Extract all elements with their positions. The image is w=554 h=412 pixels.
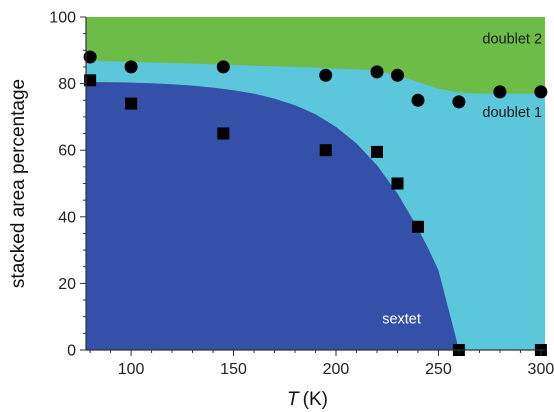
- region-label-doublet-1: doublet 1: [482, 105, 542, 121]
- y-tick-label: 80: [58, 76, 76, 93]
- circle-point: [391, 68, 404, 82]
- x-tick-label: 250: [425, 361, 452, 378]
- y-tick-label: 100: [49, 10, 76, 27]
- square-point: [125, 97, 138, 110]
- circle-point: [216, 60, 230, 74]
- square-point: [371, 145, 383, 158]
- circle-point: [493, 85, 507, 99]
- square-point: [319, 144, 332, 157]
- circle-point: [452, 95, 466, 109]
- area-sextet: [86, 81, 545, 351]
- region-label-sextet: sextet: [382, 311, 421, 327]
- y-tick-label: 40: [58, 209, 76, 226]
- square-point: [84, 74, 97, 87]
- circle-point: [411, 93, 425, 107]
- plot-area: [83, 17, 548, 356]
- y-tick-label: 20: [58, 276, 76, 293]
- x-tick-label: 100: [118, 361, 145, 378]
- y-tick-label: 0: [67, 343, 76, 360]
- circle-point: [534, 85, 548, 99]
- square-point: [391, 177, 404, 190]
- x-tick-label: 300: [528, 361, 554, 378]
- circle-point: [370, 65, 384, 79]
- x-tick-label: 200: [323, 361, 350, 378]
- square-point: [217, 127, 230, 140]
- circle-point: [83, 50, 97, 64]
- y-axis-title: stacked area percentage: [8, 79, 29, 288]
- region-label-doublet-2: doublet 2: [482, 32, 542, 48]
- circle-point: [124, 60, 138, 74]
- x-tick-label: 150: [220, 361, 247, 378]
- circle-point: [319, 68, 333, 82]
- x-axis-symbol: T: [287, 389, 300, 410]
- axes: [80, 16, 545, 356]
- labels: 100 150 200 250 300 0 20 40 60 80 100 T (K) stacked a…: [8, 10, 554, 411]
- x-axis-title: T (K): [287, 389, 328, 410]
- square-point: [412, 220, 424, 233]
- x-axis-unit: (K): [303, 389, 328, 410]
- y-tick-label: 60: [58, 143, 76, 160]
